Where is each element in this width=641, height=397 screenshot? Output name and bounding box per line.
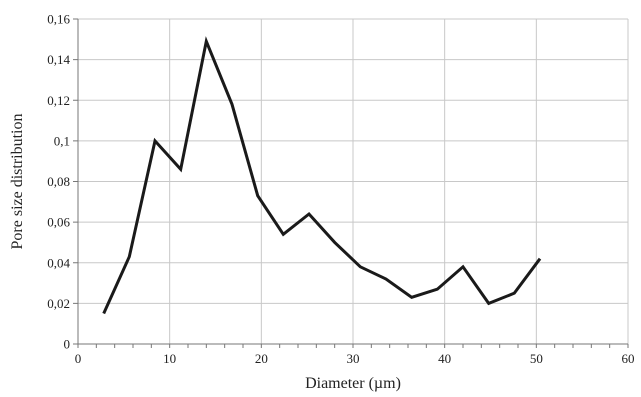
y-tick-label: 0,14 [47, 52, 70, 67]
y-tick-label: 0,08 [47, 174, 70, 189]
x-tick-labels: 0 10 20 30 40 50 60 [75, 351, 635, 366]
y-tick-label: 0,1 [54, 133, 70, 148]
x-tick-label: 30 [347, 351, 360, 366]
y-tick-label: 0,06 [47, 215, 70, 230]
y-tick-label: 0,02 [47, 296, 70, 311]
x-tick-label: 0 [75, 351, 82, 366]
y-tick-label: 0 [64, 337, 71, 352]
y-tick-label: 0,12 [47, 93, 70, 108]
axes [73, 18, 629, 348]
y-tick-labels: 0 0,02 0,04 0,06 0,08 0,1 0,12 0,14 0,16 [47, 12, 70, 352]
series-group [102, 36, 542, 315]
x-tick-label: 20 [255, 351, 268, 366]
x-tick-label: 50 [530, 351, 543, 366]
x-tick-label: 60 [622, 351, 635, 366]
x-axis-title: Diameter (µm) [305, 375, 401, 392]
y-axis-title: Pore size distribution [9, 114, 26, 250]
y-tick-label: 0,16 [47, 12, 70, 27]
x-tick-label: 40 [438, 351, 451, 366]
x-tick-label: 10 [163, 351, 176, 366]
y-tick-label: 0,04 [47, 255, 70, 270]
series-line [102, 36, 542, 315]
grid [78, 18, 629, 344]
